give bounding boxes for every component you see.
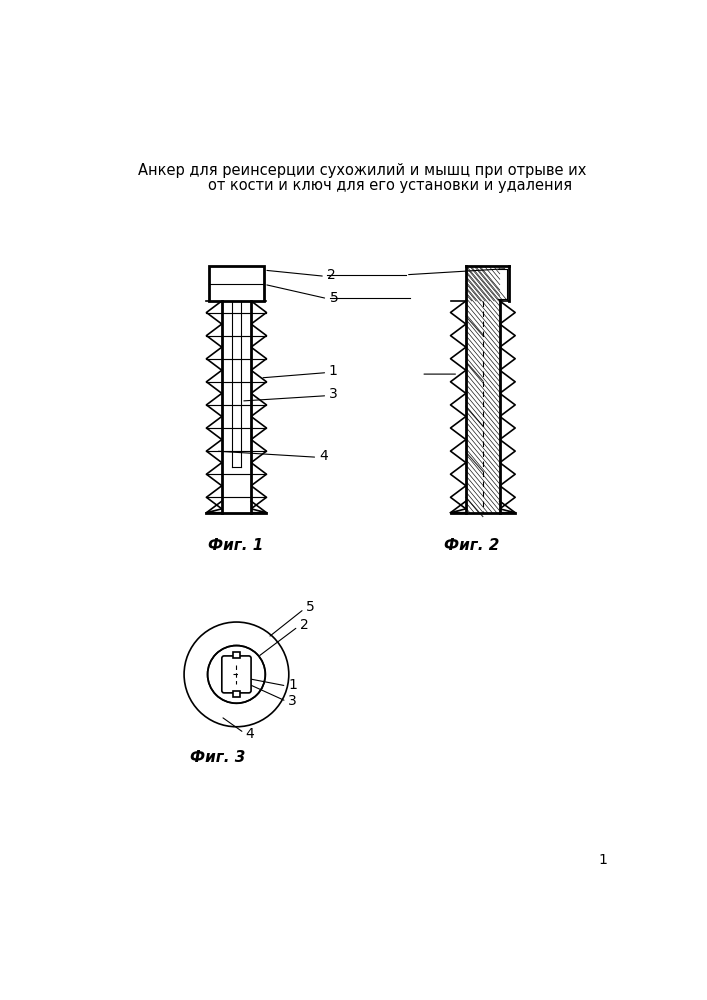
Text: Фиг. 3: Фиг. 3: [190, 750, 245, 765]
FancyBboxPatch shape: [222, 656, 251, 693]
Circle shape: [208, 646, 265, 703]
Text: 1: 1: [329, 364, 338, 378]
Bar: [233, 691, 240, 697]
Bar: [466, 266, 500, 513]
Text: 1: 1: [599, 853, 607, 867]
Text: 5: 5: [329, 291, 339, 305]
Text: 2: 2: [300, 618, 308, 632]
Text: 3: 3: [288, 694, 297, 708]
Text: Фиг. 2: Фиг. 2: [444, 538, 500, 553]
Bar: [209, 266, 264, 301]
Text: Анкер для реинсерции сухожилий и мышц при отрыве их: Анкер для реинсерции сухожилий и мышц пр…: [138, 163, 586, 178]
Text: 2: 2: [327, 268, 336, 282]
Text: Фиг. 1: Фиг. 1: [208, 538, 263, 553]
Bar: [233, 652, 240, 658]
Text: 4: 4: [319, 449, 327, 463]
Text: 1: 1: [288, 678, 297, 692]
Text: от кости и ключ для его установки и удаления: от кости и ключ для его установки и удал…: [209, 178, 573, 193]
Text: 3: 3: [329, 387, 338, 401]
Text: 4: 4: [246, 727, 255, 741]
Text: 5: 5: [305, 600, 315, 614]
